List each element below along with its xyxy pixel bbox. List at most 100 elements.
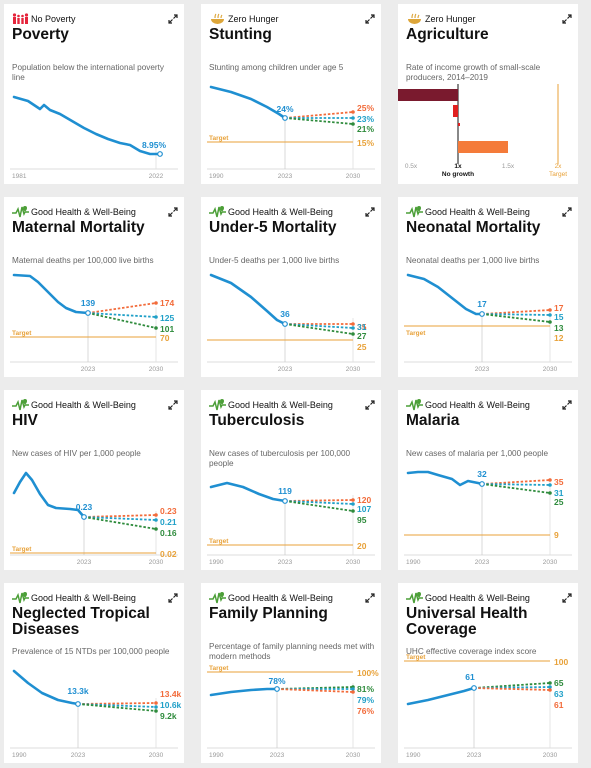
goal-text: Good Health & Well-Being xyxy=(425,207,530,217)
projection-point xyxy=(154,701,158,705)
projection-point xyxy=(154,705,158,709)
tick-label: 1x xyxy=(454,163,462,170)
indicator-card[interactable]: Zero Hunger Stunting Stunting among childr… xyxy=(201,4,381,184)
indicator-card[interactable]: Good Health & Well-Being HIV New cases of … xyxy=(4,390,184,570)
projection-label: 35 xyxy=(357,322,367,332)
expand-icon[interactable] xyxy=(168,204,178,217)
target-label: Target xyxy=(209,538,229,545)
target-value: 25 xyxy=(357,342,367,352)
expand-icon[interactable] xyxy=(562,204,572,217)
projection-point xyxy=(548,308,552,312)
card-title: Tuberculosis xyxy=(209,412,305,429)
indicator-card[interactable]: Good Health & Well-Being Universal Health… xyxy=(398,583,578,763)
heartbeat-icon xyxy=(12,399,29,411)
projection-label: 95 xyxy=(357,515,367,525)
expand-icon[interactable] xyxy=(365,204,375,217)
heartbeat-icon xyxy=(406,592,423,604)
projection-line xyxy=(83,516,157,521)
indicator-card[interactable]: Good Health & Well-Being Tuberculosis New … xyxy=(201,390,381,570)
target-label: Target xyxy=(209,135,229,142)
projection-line xyxy=(77,703,157,712)
indicator-card[interactable]: Good Health & Well-Being Under-5 Mortalit… xyxy=(201,197,381,377)
goal-label: Good Health & Well-Being xyxy=(209,206,333,218)
card-title: HIV xyxy=(12,412,38,429)
people-icon xyxy=(12,13,29,25)
goal-label: Good Health & Well-Being xyxy=(12,399,136,411)
projection-point xyxy=(351,690,355,694)
projection-line xyxy=(77,702,157,705)
heartbeat-icon xyxy=(209,592,226,604)
current-point xyxy=(81,514,87,520)
projection-label: 25% xyxy=(357,103,374,113)
x-tick-label: 2030 xyxy=(543,559,558,566)
projection-point xyxy=(351,116,355,120)
x-tick-label: 1990 xyxy=(209,752,224,759)
target-label: Target xyxy=(406,330,426,337)
projection-label: 31 xyxy=(554,488,564,498)
projection-point xyxy=(154,518,158,522)
target-value: 12 xyxy=(554,333,564,343)
expand-icon[interactable] xyxy=(562,397,572,410)
goal-text: No Poverty xyxy=(31,14,76,24)
goal-label: Good Health & Well-Being xyxy=(12,592,136,604)
x-tick-label: 2030 xyxy=(149,752,164,759)
tick-label: 1.5x xyxy=(502,163,515,170)
projection-line xyxy=(284,117,354,125)
goal-label: Zero Hunger xyxy=(406,13,476,25)
projection-label: 13 xyxy=(554,323,564,333)
history-line xyxy=(12,669,80,706)
goal-label: Good Health & Well-Being xyxy=(406,399,530,411)
projection-point xyxy=(548,478,552,482)
card-subtitle: Percentage of family planning needs met … xyxy=(209,642,375,661)
projection-point xyxy=(351,509,355,513)
expand-icon[interactable] xyxy=(168,590,178,603)
current-label: 139 xyxy=(81,298,95,308)
indicator-card[interactable]: Good Health & Well-Being Family Planning P… xyxy=(201,583,381,763)
expand-icon[interactable] xyxy=(562,11,572,24)
indicator-card[interactable]: Good Health & Well-Being Neonatal Mortali… xyxy=(398,197,578,377)
x-tick-label: 2023 xyxy=(81,366,96,373)
projection-point xyxy=(351,502,355,506)
x-tick-label: 2023 xyxy=(467,752,482,759)
indicator-card[interactable]: Good Health & Well-Being Malaria New cases… xyxy=(398,390,578,570)
target-value: 15% xyxy=(357,138,374,148)
expand-icon[interactable] xyxy=(365,11,375,24)
projection-label: 63 xyxy=(554,689,564,699)
current-label: 61 xyxy=(465,672,475,682)
current-label: 78% xyxy=(268,676,285,686)
projection-point xyxy=(351,332,355,336)
projection-point xyxy=(548,320,552,324)
card-title: Poverty xyxy=(12,26,69,43)
expand-icon[interactable] xyxy=(168,11,178,24)
indicator-card[interactable]: No Poverty Poverty Population below the in… xyxy=(4,4,184,184)
goal-text: Zero Hunger xyxy=(425,14,476,24)
projection-label: 15 xyxy=(554,312,564,322)
expand-icon[interactable] xyxy=(365,397,375,410)
indicator-card[interactable]: Zero Hunger Agriculture Rate of income gro… xyxy=(398,4,578,184)
projection-label: 35 xyxy=(554,477,564,487)
current-label: 36 xyxy=(280,309,290,319)
projection-label: 79% xyxy=(357,695,374,705)
indicator-card[interactable]: Good Health & Well-Being Maternal Mortali… xyxy=(4,197,184,377)
goal-label: Good Health & Well-Being xyxy=(406,592,530,604)
goal-text: Good Health & Well-Being xyxy=(425,593,530,603)
expand-icon[interactable] xyxy=(168,397,178,410)
current-point xyxy=(85,310,91,316)
x-tick-label: 2030 xyxy=(346,752,361,759)
bar xyxy=(458,141,508,153)
indicator-chart: 1990 2023 2030 Target 100% 81%79%76% 78% xyxy=(207,665,379,759)
expand-icon[interactable] xyxy=(562,590,572,603)
indicator-card[interactable]: Good Health & Well-Being Neglected Tropic… xyxy=(4,583,184,763)
heartbeat-icon xyxy=(12,592,29,604)
projection-label: 17 xyxy=(554,303,564,313)
projection-label: 0.21 xyxy=(160,517,177,527)
expand-icon[interactable] xyxy=(365,590,375,603)
tick-label: No growth xyxy=(442,171,474,178)
card-subtitle: Stunting among children under age 5 xyxy=(209,63,344,72)
x-tick-label: 1990 xyxy=(12,752,27,759)
